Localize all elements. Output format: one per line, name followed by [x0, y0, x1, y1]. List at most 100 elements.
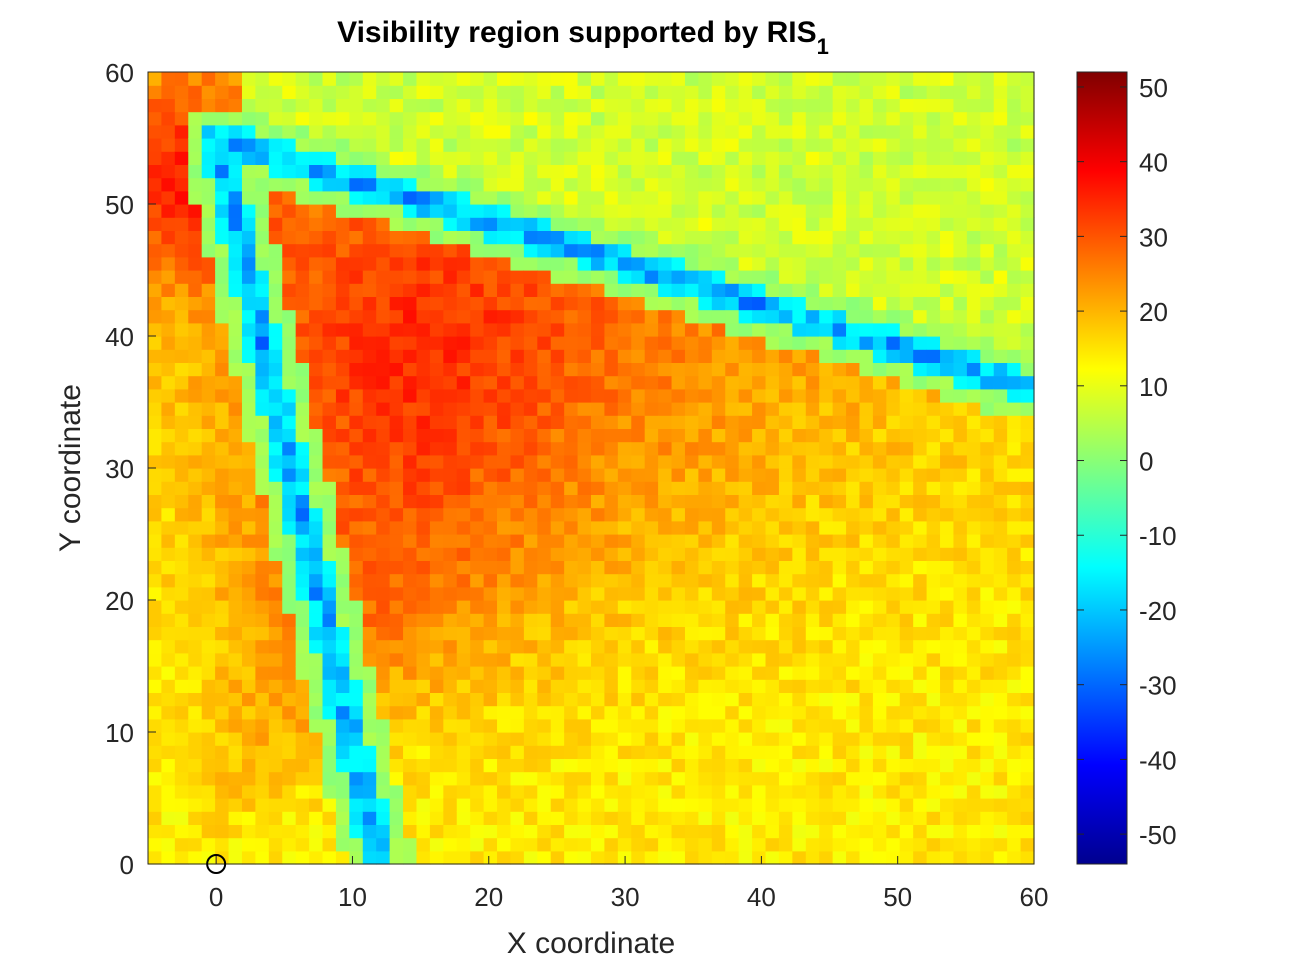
- heatmap-cell: [564, 388, 579, 403]
- heatmap-cell: [201, 270, 216, 284]
- heatmap-cell: [953, 718, 968, 733]
- heatmap-cell: [872, 111, 887, 126]
- heatmap-cell: [188, 652, 203, 667]
- heatmap-cell: [792, 309, 807, 324]
- heatmap-cell: [201, 652, 216, 667]
- heatmap-cell: [604, 811, 619, 825]
- heatmap-cell: [577, 190, 592, 205]
- heatmap-cell: [953, 375, 968, 390]
- heatmap-cell: [953, 600, 968, 614]
- heatmap-cell: [604, 758, 619, 773]
- heatmap-cell: [966, 190, 981, 205]
- heatmap-cell: [671, 428, 686, 443]
- heatmap-cell: [335, 692, 350, 707]
- heatmap-cell: [268, 151, 283, 165]
- heatmap-cell: [778, 560, 793, 575]
- heatmap-cell: [510, 283, 525, 297]
- heatmap-cell: [241, 362, 256, 377]
- heatmap-cell: [537, 309, 552, 324]
- heatmap-cell: [335, 824, 350, 839]
- heatmap-cell: [832, 811, 847, 825]
- heatmap-cell: [403, 441, 418, 456]
- heatmap-cell: [470, 428, 485, 443]
- heatmap-cell: [456, 652, 471, 667]
- heatmap-cell: [470, 204, 485, 218]
- heatmap-cell: [993, 204, 1008, 218]
- heatmap-cell: [523, 349, 538, 363]
- heatmap-cell: [926, 494, 941, 509]
- heatmap-cell: [349, 613, 364, 627]
- heatmap-cell: [174, 520, 189, 535]
- heatmap-cell: [698, 718, 713, 733]
- heatmap-cell: [1020, 428, 1035, 443]
- heatmap-cell: [711, 349, 726, 363]
- heatmap-cell: [752, 204, 767, 218]
- heatmap-cell: [805, 85, 820, 99]
- heatmap-cell: [550, 639, 565, 654]
- heatmap-cell: [429, 204, 444, 218]
- heatmap-cell: [671, 402, 686, 416]
- heatmap-cell: [510, 692, 525, 707]
- heatmap-cell: [658, 349, 673, 363]
- heatmap-cell: [980, 811, 995, 825]
- heatmap-cell: [899, 415, 914, 429]
- heatmap-cell: [805, 336, 820, 350]
- heatmap-cell: [631, 85, 646, 99]
- heatmap-cell: [268, 468, 283, 482]
- heatmap-cell: [792, 534, 807, 548]
- heatmap-cell: [228, 613, 243, 627]
- heatmap-cell: [429, 718, 444, 733]
- heatmap-cell: [470, 415, 485, 429]
- heatmap-cell: [725, 626, 740, 641]
- heatmap-cell: [940, 441, 955, 456]
- heatmap-cell: [926, 679, 941, 693]
- heatmap-cell: [644, 494, 659, 509]
- heatmap-cell: [282, 745, 297, 759]
- heatmap-cell: [174, 111, 189, 126]
- heatmap-cell: [376, 850, 391, 865]
- heatmap-cell: [429, 415, 444, 429]
- heatmap-cell: [644, 600, 659, 614]
- heatmap-cell: [456, 613, 471, 627]
- heatmap-cell: [752, 468, 767, 482]
- heatmap-cell: [846, 151, 861, 165]
- heatmap-cell: [631, 639, 646, 654]
- heatmap-cell: [846, 613, 861, 627]
- heatmap-cell: [389, 534, 404, 548]
- heatmap-cell: [564, 481, 579, 495]
- heatmap-cell: [604, 402, 619, 416]
- heatmap-cell: [537, 784, 552, 799]
- heatmap-cell: [349, 190, 364, 205]
- heatmap-cell: [980, 534, 995, 548]
- heatmap-cell: [255, 468, 270, 482]
- heatmap-cell: [1020, 217, 1035, 231]
- heatmap-cell: [752, 296, 767, 311]
- heatmap-cell: [322, 520, 337, 535]
- heatmap-cell: [617, 666, 632, 680]
- heatmap-cell: [215, 283, 230, 297]
- heatmap-cell: [778, 441, 793, 456]
- heatmap-cell: [161, 705, 176, 720]
- heatmap-cell: [510, 256, 525, 271]
- heatmap-cell: [564, 309, 579, 324]
- heatmap-cell: [711, 811, 726, 825]
- heatmap-cell: [295, 349, 310, 363]
- heatmap-cell: [161, 745, 176, 759]
- heatmap-cell: [899, 164, 914, 179]
- heatmap-cell: [241, 124, 256, 139]
- heatmap-cell: [698, 758, 713, 773]
- heatmap-cell: [1007, 494, 1022, 509]
- heatmap-cell: [537, 85, 552, 99]
- heatmap-cell: [698, 573, 713, 588]
- heatmap-cell: [1020, 732, 1035, 746]
- heatmap-cell: [335, 560, 350, 575]
- heatmap-cell: [980, 639, 995, 654]
- heatmap-cell: [725, 283, 740, 297]
- heatmap-cell: [241, 547, 256, 561]
- heatmap-cell: [268, 336, 283, 350]
- heatmap-cell: [510, 494, 525, 509]
- heatmap-cell: [993, 586, 1008, 601]
- heatmap-cell: [993, 613, 1008, 627]
- heatmap-cell: [416, 837, 431, 852]
- heatmap-cell: [510, 296, 525, 311]
